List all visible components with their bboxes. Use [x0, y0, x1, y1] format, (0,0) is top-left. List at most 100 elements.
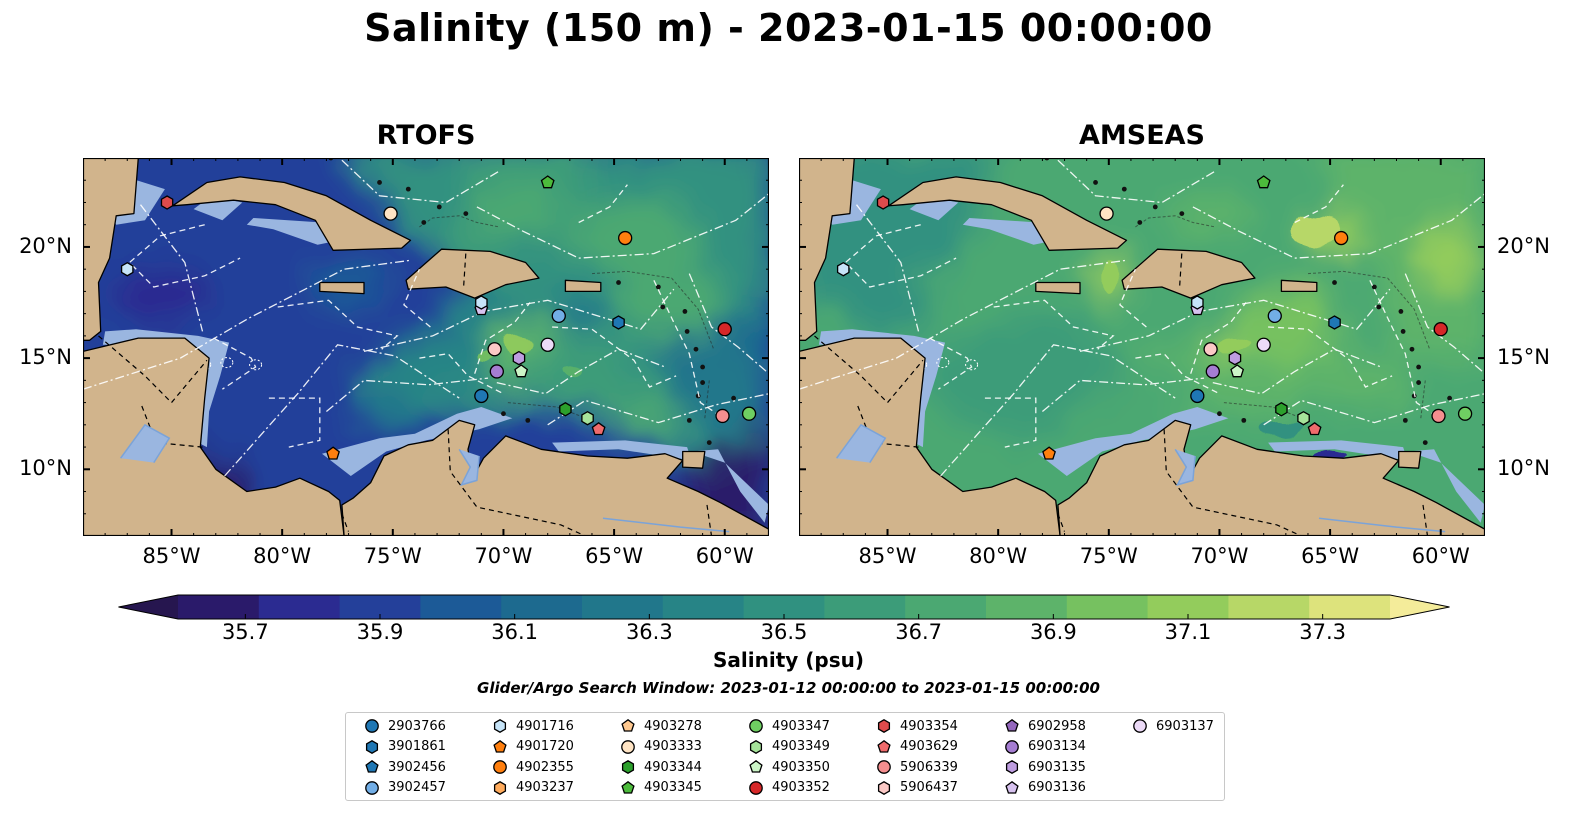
legend-item: 6903135: [1004, 758, 1086, 776]
legend-item: 2903766: [364, 717, 446, 735]
legend-label: 4901716: [516, 718, 574, 734]
hexagon-marker-icon: [877, 719, 891, 733]
marker-4901716-amseas: [836, 261, 850, 277]
marker-3901861-rtofs: [612, 315, 625, 330]
land-cuba: [887, 176, 1128, 251]
marker-4903344-rtofs: [559, 402, 572, 417]
circle-marker-icon: [1133, 719, 1147, 733]
legend-label: 4903345: [644, 780, 702, 795]
legend-item: 3902457: [364, 779, 446, 797]
y-tick-label-right: 10°N: [1497, 456, 1550, 481]
marker-2903766-rtofs: [474, 388, 489, 404]
circle-marker-icon: [493, 760, 507, 774]
pentagon-marker-icon: [621, 718, 635, 732]
land-cuba: [171, 176, 412, 251]
land-north-america: [799, 158, 855, 341]
legend-label: 6903134: [1028, 739, 1086, 754]
legend-item: 4903350: [748, 758, 830, 776]
x-tick-label-amseas: 60°W: [1411, 544, 1470, 568]
land-trinidad: [1398, 450, 1422, 469]
legend-marker-6903137: [1133, 719, 1147, 733]
colorbar-tick-label: 36.5: [760, 620, 808, 644]
marker-4901720-amseas: [1042, 446, 1056, 460]
legend-item: 4903352: [748, 779, 830, 797]
legend-marker-3901861: [365, 739, 379, 754]
marker-4903347-rtofs: [741, 406, 757, 421]
pentagon-marker-icon: [749, 759, 763, 773]
map-panel-amseas: [799, 158, 1485, 536]
hexagon-marker-icon: [493, 719, 507, 733]
colorbar-segment: [178, 595, 260, 619]
y-tick-label-left: 10°N: [19, 456, 72, 481]
colorbar-segment: [986, 595, 1068, 619]
colorbar-tick-label: 36.3: [625, 620, 673, 644]
marker-4903354-amseas: [876, 195, 890, 210]
circle-marker-icon: [365, 719, 379, 733]
marker-6903135-rtofs: [512, 350, 526, 366]
legend-label: 4902355: [516, 759, 574, 775]
pentagon-marker-icon: [493, 739, 507, 753]
legend-marker-4903333: [621, 739, 635, 754]
legend-label: 4903349: [772, 739, 830, 754]
marker-4902355-amseas: [1334, 230, 1349, 246]
legend-marker-4903354: [877, 719, 891, 733]
legend-label: 4903278: [644, 718, 702, 734]
colorbar-over-arrow: [1390, 595, 1450, 619]
marker-6903135-amseas: [1228, 350, 1242, 366]
land-puerto-rico: [564, 279, 602, 293]
legend-marker-4903344: [621, 760, 635, 774]
legend-label: 4903237: [516, 780, 574, 795]
marker-extra-1-amseas: [1191, 295, 1204, 310]
axis-ticks: [83, 158, 769, 536]
marker-5906339-amseas: [1431, 408, 1446, 424]
marker-4903349-amseas: [1297, 410, 1310, 426]
legend-marker-5906437: [877, 780, 891, 795]
marker-4903629-amseas: [1307, 421, 1322, 436]
legend-item: 6903134: [1004, 738, 1086, 756]
shelf-6: [1407, 449, 1485, 523]
land-puerto-rico: [1280, 279, 1318, 293]
x-tick-label-rtofs: 85°W: [142, 544, 201, 568]
legend-marker-4903347: [749, 719, 763, 733]
shelf-6: [691, 449, 769, 523]
map-frame: [799, 158, 1485, 536]
colorbar-segment: [1309, 595, 1391, 619]
legend-item: 5906437: [876, 779, 958, 797]
panel-title-rtofs: RTOFS: [376, 120, 476, 151]
legend-marker-4903237: [493, 780, 507, 795]
x-tick-label-rtofs: 65°W: [585, 544, 644, 568]
shelf-2: [246, 218, 340, 245]
marker-4903629-rtofs: [591, 421, 606, 436]
y-tick-label-left: 20°N: [19, 233, 72, 258]
legend-label: 5906339: [900, 759, 958, 775]
figure-title: Salinity (150 m) - 2023-01-15 00:00:00: [364, 6, 1213, 50]
legend-marker-6902958: [1005, 718, 1019, 732]
marker-6903134-rtofs: [489, 364, 504, 379]
x-tick-label-amseas: 85°W: [858, 544, 917, 568]
marker-6903134-amseas: [1205, 364, 1220, 379]
shelf-5: [552, 440, 692, 461]
colorbar-segment: [1066, 595, 1149, 619]
marker-5906339-rtofs: [715, 408, 730, 424]
y-tick-label-right: 15°N: [1497, 345, 1550, 370]
circle-marker-icon: [621, 739, 635, 754]
marker-4903345-amseas: [1256, 175, 1271, 189]
land-amseas: [799, 158, 1485, 536]
marker-4903344-amseas: [1275, 402, 1288, 417]
hexagon-marker-icon: [749, 739, 763, 754]
x-tick-label-rtofs: 60°W: [695, 544, 754, 568]
marker-4903350-rtofs: [514, 364, 529, 378]
float-markers-amseas: [836, 175, 1473, 460]
marker-extra-0-amseas: [1203, 342, 1218, 357]
shelf-5: [1268, 440, 1408, 461]
legend-marker-2903766: [365, 719, 379, 733]
gridlines-amseas: [799, 159, 1485, 477]
legend-item: 4903278: [620, 717, 702, 735]
x-tick-label-amseas: 80°W: [969, 544, 1028, 568]
marker-3902457-amseas: [1267, 308, 1282, 324]
float-markers-rtofs: [120, 175, 757, 460]
marker-4903352-amseas: [1433, 322, 1448, 337]
land-north-america: [83, 158, 139, 341]
colorbar-segment: [1228, 595, 1310, 619]
legend-item: 4903349: [748, 738, 830, 756]
